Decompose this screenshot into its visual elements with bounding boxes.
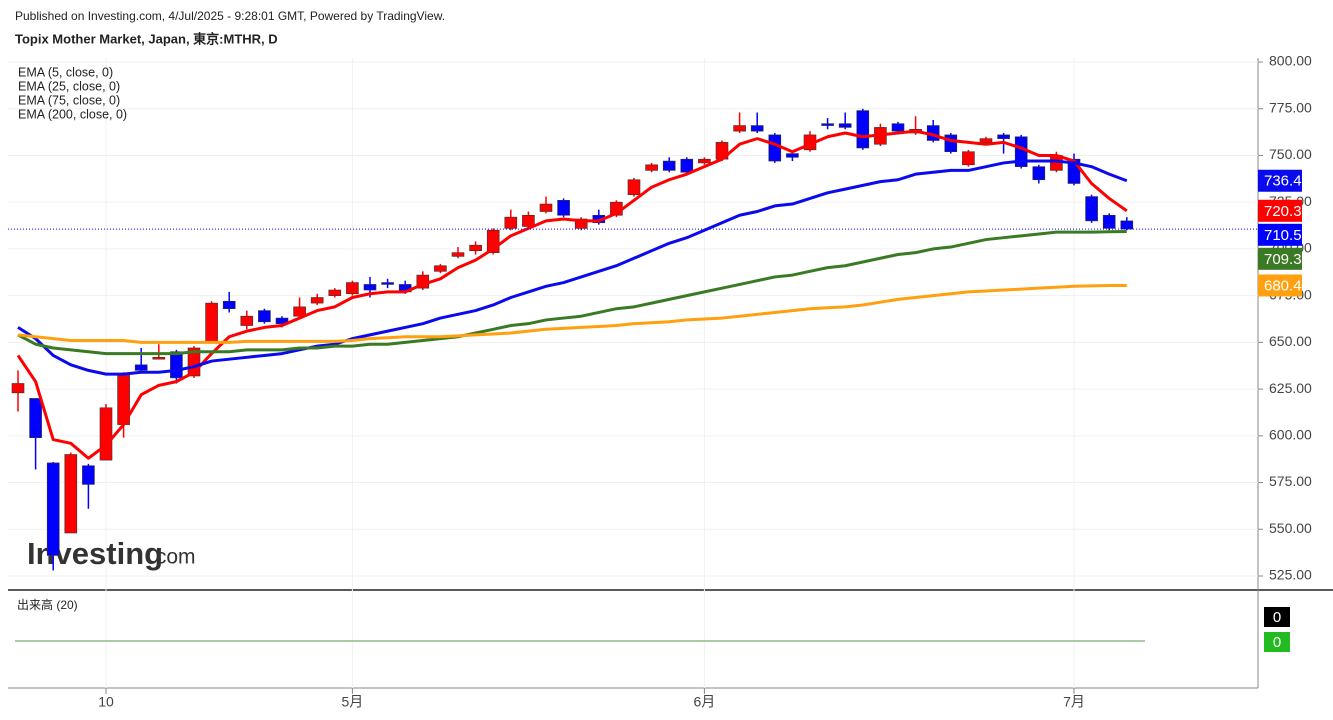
price-label: 720.39 bbox=[1264, 203, 1310, 220]
candle-body bbox=[205, 302, 218, 343]
candle-body bbox=[240, 315, 254, 326]
volume-label-box bbox=[1264, 607, 1290, 627]
price-label-box bbox=[1258, 274, 1302, 297]
candle-body bbox=[891, 123, 905, 132]
candle-body bbox=[786, 153, 799, 158]
x-tick-label: 7月 bbox=[1063, 694, 1085, 710]
candle-body bbox=[680, 158, 694, 173]
candle-body bbox=[11, 383, 25, 394]
legend-entry: EMA (5, close, 0) bbox=[18, 65, 113, 79]
price-label-box bbox=[1258, 223, 1302, 246]
ema-line bbox=[17, 159, 1128, 376]
price-label: 709.32 bbox=[1264, 251, 1310, 268]
candle-body bbox=[1102, 214, 1116, 229]
candle-body bbox=[750, 125, 764, 132]
candle-body bbox=[170, 351, 183, 379]
candle-body bbox=[310, 297, 324, 304]
candle-body bbox=[293, 306, 306, 317]
watermark-suffix: .com bbox=[150, 546, 196, 569]
candle-body bbox=[944, 134, 958, 153]
legend-entry: EMA (75, close, 0) bbox=[18, 93, 120, 107]
candle-body bbox=[698, 158, 711, 164]
candle-body bbox=[363, 284, 377, 291]
candle-body bbox=[733, 125, 746, 132]
candle-body bbox=[29, 398, 42, 438]
ema-line bbox=[17, 229, 1127, 356]
price-label: 736.47 bbox=[1264, 173, 1310, 190]
candle-body bbox=[962, 151, 975, 166]
chart-title: Topix Mother Market, Japan, 東京:MTHR, D bbox=[15, 31, 278, 46]
price-label: 710.59 bbox=[1264, 227, 1310, 244]
candle-body bbox=[152, 357, 166, 360]
y-tick-label: 600.00 bbox=[1269, 427, 1312, 443]
candle-body bbox=[574, 218, 588, 229]
candle-body bbox=[645, 164, 658, 171]
price-label: 680.44 bbox=[1264, 277, 1310, 294]
price-label-box bbox=[1258, 247, 1302, 270]
x-tick-label: 6月 bbox=[694, 694, 716, 710]
candle-body bbox=[99, 407, 113, 461]
candle-body bbox=[997, 134, 1010, 139]
candle-body bbox=[134, 364, 148, 371]
y-tick-label: 775.00 bbox=[1269, 99, 1312, 115]
candle-body bbox=[1032, 166, 1046, 181]
candle-body bbox=[662, 160, 676, 171]
x-tick-label: 10 bbox=[98, 694, 114, 710]
candle-body bbox=[451, 252, 465, 257]
legend-entry: EMA (200, close, 0) bbox=[18, 107, 127, 121]
candle-body bbox=[1085, 196, 1098, 222]
candle-body bbox=[64, 454, 78, 534]
ema-line bbox=[17, 283, 1127, 344]
candle-body bbox=[46, 462, 60, 556]
candle-body bbox=[328, 289, 342, 296]
candle-body bbox=[979, 138, 993, 143]
candle-body bbox=[821, 123, 834, 126]
y-tick-label: 525.00 bbox=[1269, 567, 1312, 583]
volume-label: 0 bbox=[1273, 634, 1281, 651]
candle-body bbox=[768, 134, 782, 162]
y-tick-label: 800.00 bbox=[1269, 53, 1312, 69]
candle-body bbox=[856, 110, 870, 149]
candle-body bbox=[557, 200, 570, 216]
candle-body bbox=[222, 300, 236, 310]
candle-body bbox=[434, 265, 447, 272]
volume-label-box bbox=[1264, 632, 1290, 652]
x-tick-label: 5月 bbox=[342, 694, 364, 710]
y-tick-label: 575.00 bbox=[1269, 473, 1312, 489]
candle-body bbox=[275, 317, 289, 324]
candle-body bbox=[82, 465, 95, 485]
price-label-box bbox=[1258, 169, 1302, 192]
candle-body bbox=[346, 282, 359, 295]
y-tick-label: 550.00 bbox=[1269, 520, 1312, 536]
legend-entry: EMA (25, close, 0) bbox=[18, 79, 120, 93]
y-tick-label: 625.00 bbox=[1269, 380, 1312, 396]
published-note: Published on Investing.com, 4/Jul/2025 -… bbox=[15, 9, 445, 23]
price-label-box bbox=[1258, 199, 1302, 222]
candle-body bbox=[258, 310, 271, 323]
volume-title: 出来高 (20) bbox=[17, 597, 78, 612]
candle-body bbox=[381, 282, 394, 285]
y-tick-label: 750.00 bbox=[1269, 146, 1312, 162]
candle-body bbox=[469, 244, 482, 252]
candle-body bbox=[539, 203, 553, 212]
candle-body bbox=[838, 123, 852, 128]
candle-body bbox=[522, 214, 535, 227]
volume-label: 0 bbox=[1273, 609, 1281, 626]
candle-body bbox=[1120, 220, 1134, 230]
candle-body bbox=[504, 216, 518, 229]
y-tick-label: 650.00 bbox=[1269, 333, 1312, 349]
candle-body bbox=[627, 179, 641, 196]
